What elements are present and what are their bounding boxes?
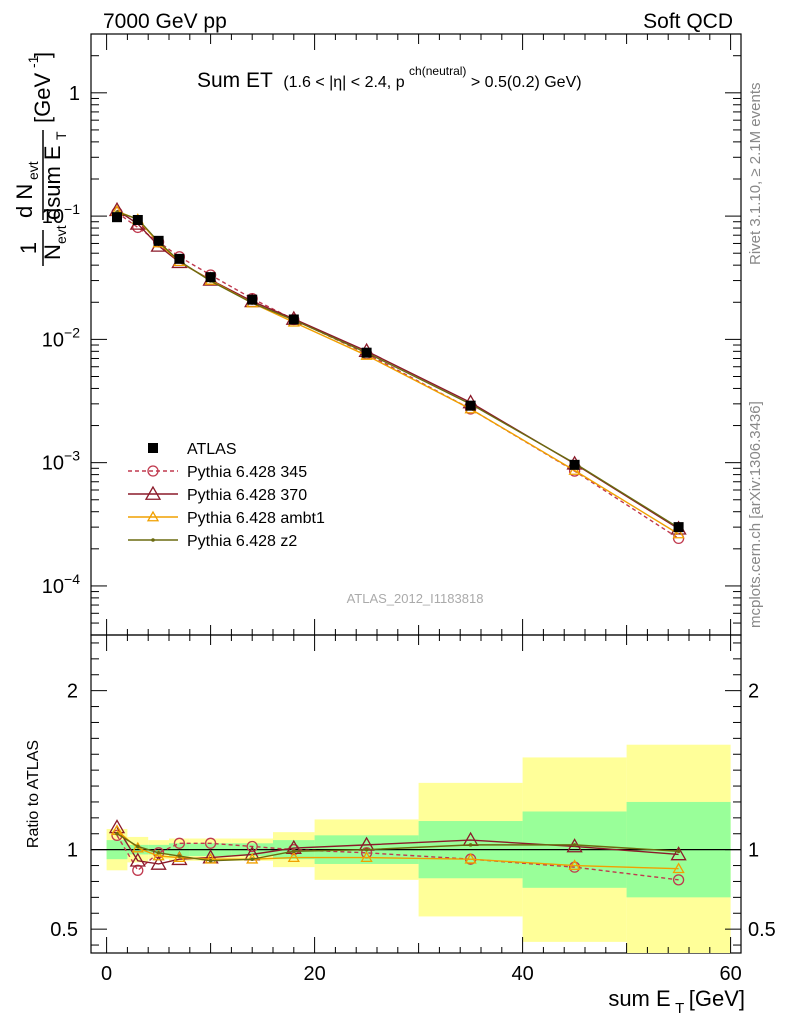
mcplots-reference-label: mcplots.cern.ch [arXiv:1306.3436] — [747, 401, 764, 628]
x-tick-label: 0 — [101, 963, 112, 985]
axis-ticks — [91, 33, 741, 953]
legend-marker — [146, 510, 160, 522]
svg-text:N: N — [40, 244, 65, 260]
main-y-axis-title: 1 N evt d N evt dsum E T [GeV -1 ] — [12, 52, 69, 266]
main-y-tick-label: 10−3 — [42, 448, 80, 475]
x-tick-labels: 0 20 40 60 — [101, 963, 742, 985]
ratio-series-lines — [108, 819, 687, 886]
x-tick-label: 20 — [303, 963, 325, 985]
ratio-series-marker — [572, 843, 577, 847]
legend-marker — [147, 465, 159, 477]
atlas-data-point — [132, 214, 143, 225]
atlas-data-point — [205, 272, 216, 283]
main-series-marker — [568, 464, 581, 475]
x-axis-title: sum E T [GeV] — [608, 986, 745, 1017]
ratio-series-marker — [360, 851, 373, 862]
ratio-series-marker — [364, 847, 369, 852]
ratio-series-marker — [150, 855, 167, 870]
ratio-series-marker — [156, 851, 161, 855]
ratio-series-marker — [246, 840, 258, 853]
ratio-series-marker — [672, 874, 685, 886]
ratio-series-marker — [204, 852, 217, 864]
svg-text:-1: -1 — [25, 55, 41, 68]
main-y-tick-label: 10−1 — [42, 201, 80, 228]
ratio-series-marker — [115, 831, 119, 836]
ratio-series-marker — [250, 857, 254, 861]
main-y-tick-label: 10−4 — [42, 571, 80, 598]
legend-label: Pythia 6.428 345 — [187, 464, 307, 481]
atlas-data-point — [465, 400, 476, 411]
ratio-y-axis-title: Ratio to ATLAS — [25, 740, 42, 848]
svg-text:evt: evt — [53, 225, 69, 244]
ratio-series-marker — [152, 849, 165, 861]
main-data-points — [112, 212, 684, 533]
ratio-series-marker — [173, 837, 186, 849]
ratio-series-marker — [132, 864, 144, 876]
atlas-data-point — [569, 459, 580, 470]
header-category-label: Soft QCD — [643, 10, 733, 33]
legend-label: Pythia 6.428 370 — [187, 487, 307, 504]
atlas-data-point — [153, 235, 164, 246]
ratio-series-marker — [177, 854, 182, 858]
legend-marker — [148, 443, 158, 453]
ratio-series-marker — [670, 846, 687, 861]
ratio-uncertainty-bands — [106, 744, 731, 953]
ratio-series-marker — [287, 851, 300, 862]
main-y-tick-label: 10−2 — [42, 324, 80, 351]
svg-text:1: 1 — [16, 242, 41, 254]
x-tick-label: 60 — [719, 963, 741, 985]
atlas-data-point — [288, 314, 299, 325]
header-energy-label: 7000 GeV pp — [103, 10, 227, 33]
atlas-data-point — [174, 253, 185, 264]
main-y-tick-label: 1 — [69, 83, 80, 105]
svg-text:T: T — [53, 131, 69, 140]
ratio-series-marker — [676, 849, 681, 854]
atlas-data-point — [673, 522, 684, 533]
legend: ATLAS Pythia 6.428 345 Pythia 6.428 370 Pyt… — [128, 441, 325, 550]
analysis-watermark: ATLAS_2012_I1183818 — [347, 591, 484, 606]
atlas-data-point — [112, 212, 122, 223]
ratio-panel-frame — [90, 634, 742, 954]
main-y-tick-labels: 1 10−1 10−2 10−3 10−4 — [42, 83, 80, 598]
ratio-series-marker — [568, 859, 581, 870]
ratio-series-marker — [136, 844, 140, 849]
ratio-y-tick-label-right: 2 — [748, 681, 759, 703]
x-tick-label: 40 — [511, 963, 533, 985]
ratio-y-tick-label: 2 — [67, 681, 78, 703]
svg-text:dsum E: dsum E — [40, 145, 65, 220]
legend-label: Pythia 6.428 ambt1 — [187, 510, 325, 527]
svg-text:evt: evt — [25, 161, 41, 180]
ratio-y-tick-label-right: 1 — [748, 840, 759, 862]
ratio-y-tick-labels: 0.5 0.5 1 1 2 2 — [50, 681, 776, 942]
atlas-data-point — [247, 294, 258, 305]
svg-text:[GeV: [GeV — [30, 73, 55, 123]
legend-marker — [151, 538, 155, 542]
main-series-line — [116, 210, 679, 535]
legend-label: Pythia 6.428 z2 — [187, 533, 297, 550]
ratio-series-marker — [129, 852, 146, 867]
ratio-series-marker — [464, 852, 477, 864]
ratio-series-marker — [468, 843, 473, 847]
ratio-series-marker — [208, 858, 213, 863]
ratio-y-tick-label: 1 — [67, 840, 78, 862]
rivet-version-label: Rivet 3.1.10, ≥ 2.1M events — [747, 83, 764, 266]
legend-marker — [144, 485, 162, 500]
plot-title: Sum ET (1.6 < |η| < 2.4, p ch(neutral) >… — [197, 62, 582, 92]
svg-text:d N: d N — [12, 184, 37, 218]
ratio-y-tick-label-right: 0.5 — [748, 919, 776, 941]
ratio-series-marker — [672, 862, 685, 874]
ratio-series-marker — [292, 849, 296, 854]
ratio-y-tick-label: 0.5 — [50, 919, 78, 941]
main-series-marker — [672, 527, 685, 539]
legend-label: ATLAS — [187, 441, 237, 458]
ratio-series-marker — [568, 861, 581, 873]
atlas-data-point — [361, 347, 372, 358]
svg-text:]: ] — [30, 52, 55, 58]
ratio-series-marker — [204, 837, 217, 849]
main-series-line — [116, 211, 679, 539]
